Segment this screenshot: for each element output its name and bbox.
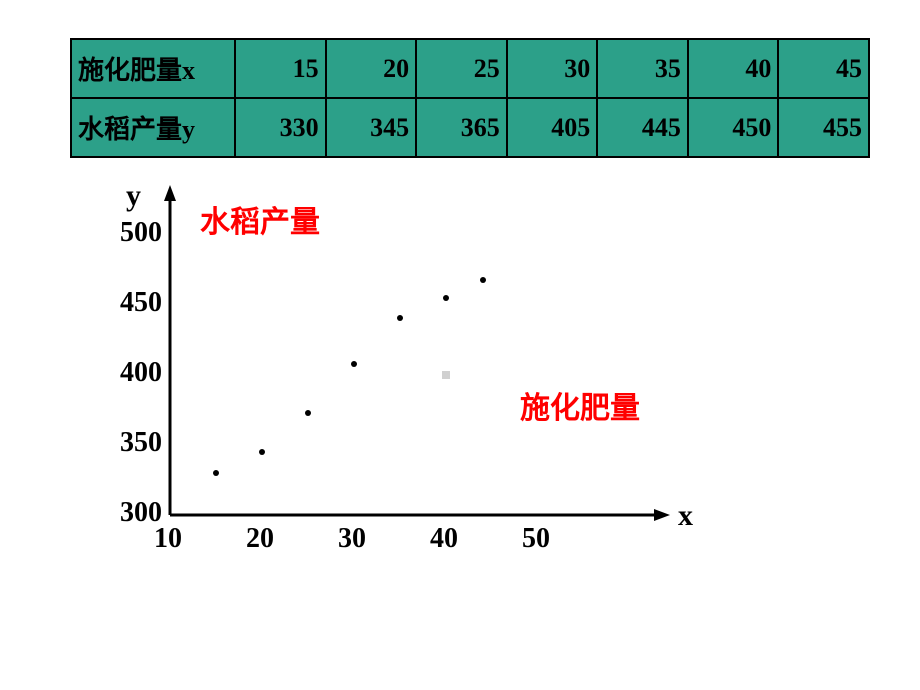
y-axis-label: y xyxy=(126,179,141,213)
scatter-point xyxy=(443,295,449,301)
x-tick: 20 xyxy=(246,523,274,555)
x-tick: 30 xyxy=(338,523,366,555)
x-axis-label: x xyxy=(678,499,693,533)
table-cell: 450 xyxy=(688,98,779,157)
scatter-point xyxy=(305,410,311,416)
row-header-x: 施化肥量x xyxy=(71,39,235,98)
table-cell: 15 xyxy=(235,39,326,98)
y-tick: 450 xyxy=(120,287,162,319)
table-cell: 455 xyxy=(778,98,869,157)
table-cell: 20 xyxy=(326,39,417,98)
scatter-point xyxy=(397,315,403,321)
table-cell: 40 xyxy=(688,39,779,98)
scatter-chart: y x 水稻产量 施化肥量 300350400450500 1020304050 xyxy=(80,185,700,565)
x-title: 施化肥量 xyxy=(520,383,640,427)
y-tick: 350 xyxy=(120,427,162,459)
scatter-point xyxy=(259,449,265,455)
extra-mark xyxy=(442,371,450,379)
data-table: 施化肥量x 15 20 25 30 35 40 45 水稻产量y 330 345… xyxy=(70,38,870,158)
scatter-point xyxy=(351,361,357,367)
table-row: 施化肥量x 15 20 25 30 35 40 45 xyxy=(71,39,869,98)
chart-axes xyxy=(80,185,700,565)
table-cell: 45 xyxy=(778,39,869,98)
y-tick: 500 xyxy=(120,217,162,249)
scatter-point xyxy=(213,470,219,476)
table-cell: 30 xyxy=(507,39,598,98)
table-cell: 365 xyxy=(416,98,507,157)
row-header-y: 水稻产量y xyxy=(71,98,235,157)
table-cell: 345 xyxy=(326,98,417,157)
table-cell: 445 xyxy=(597,98,688,157)
table-cell: 405 xyxy=(507,98,598,157)
x-tick: 10 xyxy=(154,523,182,555)
scatter-point xyxy=(480,277,486,283)
table-cell: 25 xyxy=(416,39,507,98)
y-tick: 400 xyxy=(120,357,162,389)
table-row: 水稻产量y 330 345 365 405 445 450 455 xyxy=(71,98,869,157)
table-cell: 35 xyxy=(597,39,688,98)
table-cell: 330 xyxy=(235,98,326,157)
x-tick: 50 xyxy=(522,523,550,555)
x-tick: 40 xyxy=(430,523,458,555)
y-title: 水稻产量 xyxy=(200,197,320,241)
